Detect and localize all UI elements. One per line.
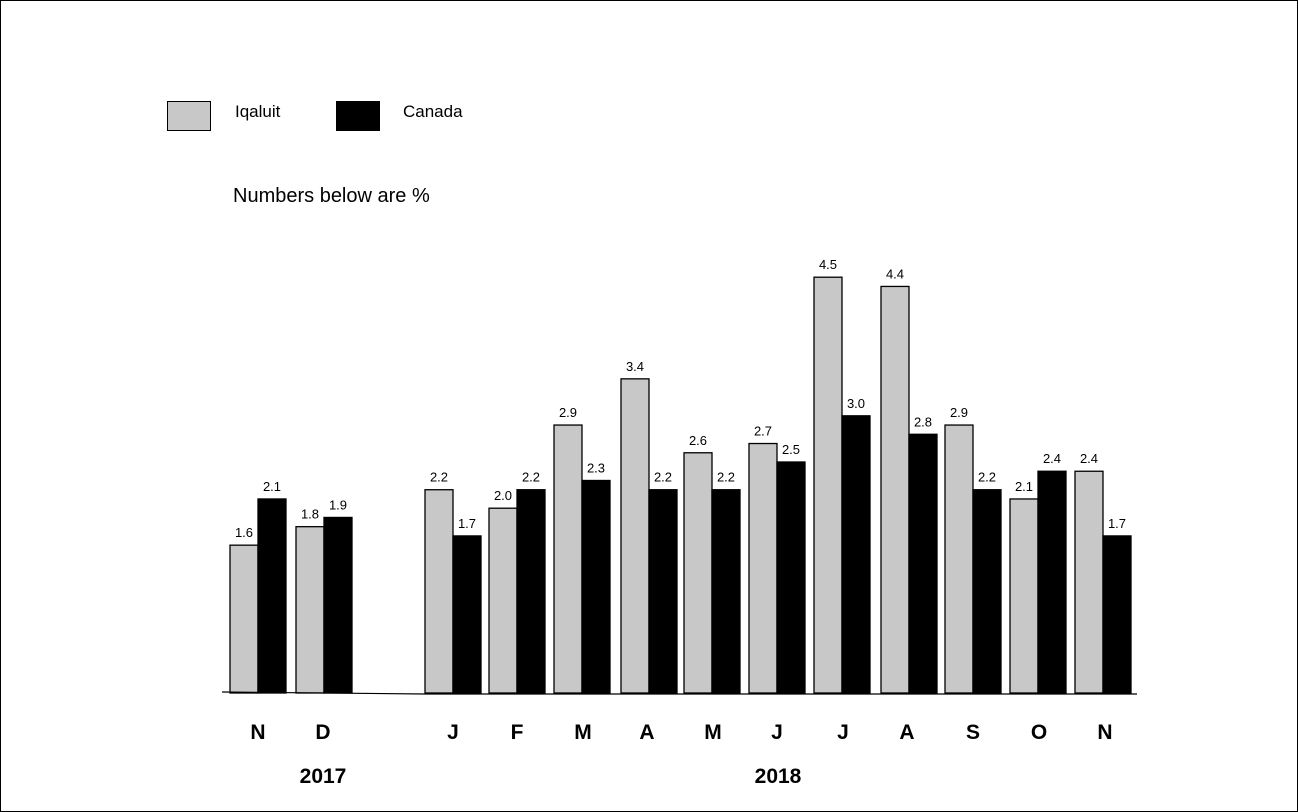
bar-canada: [581, 479, 611, 694]
x-tick-label: J: [837, 721, 849, 744]
bar-iqaluit: [813, 276, 843, 694]
bar-canada: [908, 433, 938, 694]
x-tick-label: O: [1031, 721, 1047, 744]
data-label-iqaluit: 2.2: [430, 470, 448, 485]
data-label-iqaluit: 1.8: [301, 507, 319, 522]
bar-canada: [452, 535, 482, 694]
data-label-iqaluit: 2.9: [559, 405, 577, 420]
data-label-iqaluit: 4.4: [886, 266, 904, 281]
data-label-iqaluit: 3.4: [626, 359, 644, 374]
data-label-iqaluit: 2.4: [1080, 451, 1098, 466]
data-label-canada: 2.5: [782, 442, 800, 457]
year-label: 2017: [300, 765, 347, 788]
bar-iqaluit: [553, 424, 583, 694]
x-tick-label: N: [250, 721, 265, 744]
bar-canada: [972, 489, 1002, 694]
data-label-canada: 1.7: [1108, 516, 1126, 531]
data-label-iqaluit: 4.5: [819, 257, 837, 272]
legend-label-canada: Canada: [403, 102, 463, 121]
legend-label-iqaluit: Iqaluit: [235, 102, 281, 121]
bar-canada: [711, 489, 741, 694]
bar-canada: [648, 489, 678, 694]
bar-iqaluit: [683, 452, 713, 694]
data-label-canada: 2.2: [978, 470, 996, 485]
bar-iqaluit: [620, 378, 650, 694]
x-tick-label: A: [639, 721, 654, 744]
data-label-canada: 2.8: [914, 414, 932, 429]
x-tick-label: J: [447, 721, 459, 744]
baseline-2017: [221, 691, 426, 695]
data-label-iqaluit: 2.9: [950, 405, 968, 420]
bar-iqaluit: [1009, 498, 1039, 694]
x-tick-label: S: [966, 721, 980, 744]
bar-iqaluit: [944, 424, 974, 694]
data-label-canada: 2.2: [654, 470, 672, 485]
data-label-iqaluit: 2.7: [754, 424, 772, 439]
bar-iqaluit: [748, 442, 778, 694]
data-label-canada: 2.3: [587, 460, 605, 475]
bar-canada: [516, 489, 546, 694]
data-label-canada: 3.0: [847, 396, 865, 411]
x-tick-label: D: [315, 721, 330, 744]
chart-note: Numbers below are %: [233, 185, 430, 207]
x-tick-label: F: [511, 721, 524, 744]
bar-iqaluit: [1074, 470, 1104, 694]
bar-canada: [323, 516, 353, 694]
data-label-iqaluit: 1.6: [235, 525, 253, 540]
data-label-canada: 2.4: [1043, 451, 1061, 466]
data-label-canada: 2.1: [263, 479, 281, 494]
year-label: 2018: [755, 765, 802, 788]
bar-iqaluit: [488, 507, 518, 694]
data-label-iqaluit: 2.0: [494, 488, 512, 503]
data-label-canada: 2.2: [522, 470, 540, 485]
data-label-iqaluit: 2.6: [689, 433, 707, 448]
data-label-canada: 1.7: [458, 516, 476, 531]
data-label-canada: 1.9: [329, 497, 347, 512]
bar-canada: [257, 498, 287, 694]
x-tick-label: M: [574, 721, 592, 744]
x-tick-label: N: [1097, 721, 1112, 744]
x-tick-label: A: [899, 721, 914, 744]
bar-canada: [776, 461, 806, 694]
bar-iqaluit: [229, 544, 259, 694]
data-label-canada: 2.2: [717, 470, 735, 485]
x-tick-label: M: [704, 721, 722, 744]
bar-iqaluit: [880, 285, 910, 694]
bar-canada: [841, 415, 871, 694]
legend-swatch-iqaluit: [167, 101, 211, 131]
bar-canada: [1102, 535, 1132, 694]
x-tick-label: J: [771, 721, 783, 744]
legend-swatch-canada: [336, 101, 380, 131]
bar-iqaluit: [295, 526, 325, 694]
bar-iqaluit: [424, 489, 454, 694]
bar-canada: [1037, 470, 1067, 694]
data-label-iqaluit: 2.1: [1015, 479, 1033, 494]
